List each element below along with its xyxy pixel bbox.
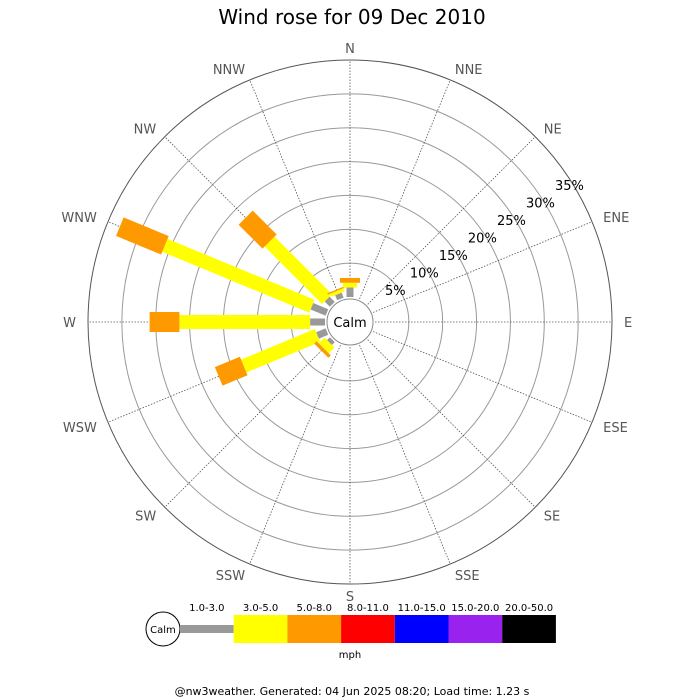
ring-label-30: 30%	[526, 197, 555, 212]
bar-n-3-0-5-0	[343, 282, 357, 288]
direction-label-e: E	[624, 316, 632, 331]
ring-labels: 5% 10%15%20%25%30%35%	[385, 179, 584, 299]
direction-label-sse: SSE	[455, 569, 480, 584]
direction-label-nnw: NNW	[213, 63, 245, 78]
legend-swatch-20-0-50-0	[502, 615, 556, 643]
bar-nnw-5-0-8-0	[327, 285, 347, 295]
direction-label-nw: NW	[134, 122, 157, 137]
direction-label-se: SE	[544, 510, 560, 525]
legend-swatch-15-0-20-0	[448, 615, 503, 643]
direction-label-ne: NE	[544, 122, 562, 137]
legend-range-1-0-3-0: 1.0-3.0	[189, 603, 224, 614]
bar-nw-1-0-3-0	[324, 296, 335, 307]
calm-center: Calm	[326, 298, 374, 346]
legend-unit: mph	[339, 650, 361, 661]
spoke-nnw	[249, 79, 341, 300]
direction-label-ese: ESE	[603, 421, 628, 436]
bar-wnw-1-0-3-0	[310, 302, 329, 316]
ring-label-35: 35%	[555, 179, 584, 194]
legend-swatch-1-0-3-0	[180, 625, 234, 633]
ring-label-20: 20%	[468, 231, 497, 246]
bar-w-1-0-3-0	[310, 318, 325, 326]
bar-wsw-5-0-8-0	[214, 356, 248, 386]
legend-swatches: 1.0-3.0 3.0-5.0 5.0-8.0 8.0-11.0 11.0-15.0 15…	[180, 603, 556, 643]
legend-range-20-0-50-0: 20.0-50.0	[505, 603, 553, 614]
spoke-sw	[164, 339, 333, 508]
ring-label-25: 25%	[497, 214, 526, 229]
direction-label-sw: SW	[135, 510, 156, 525]
ring-30	[121, 93, 579, 551]
legend-range-15-0-20-0: 15.0-20.0	[451, 603, 499, 614]
legend-swatch-3-0-5-0	[233, 615, 288, 643]
bar-sw-3-0-5-0	[318, 337, 335, 354]
direction-label-w: W	[63, 316, 76, 331]
bar-nw-3-0-5-0	[264, 236, 333, 305]
direction-label-ssw: SSW	[216, 569, 246, 584]
spoke-ene	[372, 221, 593, 313]
spoke-sse	[359, 344, 451, 565]
ring-label-10: 10%	[410, 266, 439, 281]
spoke-nne	[359, 79, 451, 300]
bar-wnw-3-0-5-0	[162, 238, 315, 313]
bar-nw-5-0-8-0	[238, 210, 277, 249]
bar-nnw-3-0-5-0	[330, 288, 345, 297]
wind-bars	[116, 210, 360, 386]
bar-nnw-1-0-3-0	[335, 292, 344, 301]
spoke-se	[367, 339, 536, 508]
bar-sw-1-0-3-0	[326, 337, 335, 346]
spoke-ne	[367, 136, 536, 305]
direction-label-n: N	[345, 42, 355, 57]
bar-w-3-0-5-0	[179, 315, 311, 329]
bar-sw-5-0-8-0	[314, 341, 331, 358]
direction-labels: N NNE NE ENE E ESE SE SSE S SSW SW WSW W WNW NW NNW	[61, 42, 632, 605]
speed-legend: Calm 1.0-3.0 3.0-5.0 5.0-8.0 8.0-11.0 11.0-1…	[145, 603, 556, 661]
bar-wsw-3-0-5-0	[241, 328, 321, 373]
calm-label: Calm	[333, 316, 366, 331]
footer-text: @nw3weather. Generated: 04 Jun 2025 08:2…	[175, 685, 530, 698]
bar-n-1-0-3-0	[346, 287, 354, 297]
bar-wsw-1-0-3-0	[316, 328, 329, 339]
spoke-ssw	[249, 344, 341, 565]
legend-range-3-0-5-0: 3.0-5.0	[243, 603, 278, 614]
legend-calm-label: Calm	[150, 625, 176, 636]
direction-label-wsw: WSW	[63, 421, 97, 436]
bar-n-5-0-8-0	[340, 278, 360, 283]
legend-swatch-8-0-11-0	[341, 615, 395, 643]
direction-label-ene: ENE	[603, 211, 629, 226]
direction-label-nne: NNE	[455, 63, 483, 78]
spoke-ese	[372, 331, 593, 423]
legend-range-5-0-8-0: 5.0-8.0	[297, 603, 332, 614]
legend-swatch-11-0-15-0	[394, 615, 449, 643]
ring-35	[87, 59, 613, 585]
calm-circle	[326, 298, 374, 346]
bar-wnw-5-0-8-0	[116, 217, 169, 255]
bar-w-5-0-8-0	[149, 312, 180, 332]
legend-swatch-5-0-8-0	[287, 615, 342, 643]
direction-label-wnw: WNW	[61, 211, 97, 226]
ring-label-5: 5%	[385, 284, 406, 299]
legend-range-11-0-15-0: 11.0-15.0	[398, 603, 446, 614]
chart-title: Wind rose for 09 Dec 2010	[218, 5, 485, 29]
ring-label-15: 15%	[439, 249, 468, 264]
direction-label-s: S	[346, 590, 354, 605]
legend-range-8-0-11-0: 8.0-11.0	[347, 603, 389, 614]
